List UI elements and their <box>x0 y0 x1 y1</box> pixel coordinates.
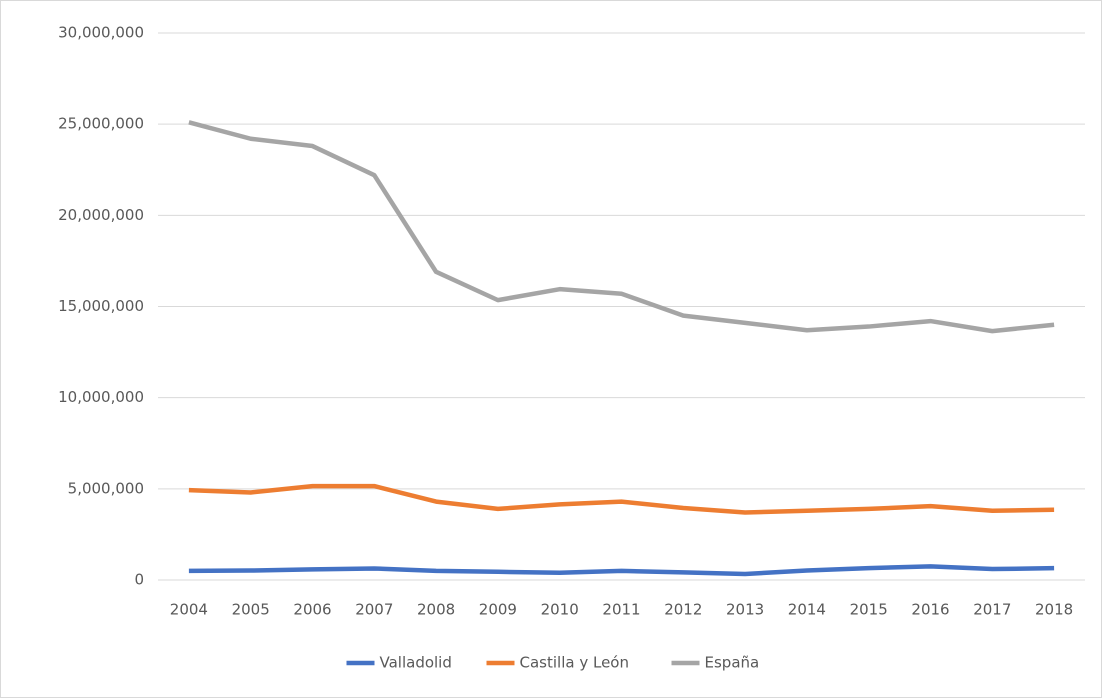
x-tick-label: 2012 <box>664 601 702 619</box>
y-tick-label: 30,000,000 <box>58 24 144 42</box>
y-tick-label: 10,000,000 <box>58 388 144 406</box>
x-tick-label: 2014 <box>788 601 826 619</box>
x-tick-label: 2017 <box>973 601 1011 619</box>
y-tick-label: 20,000,000 <box>58 206 144 224</box>
legend-label: España <box>705 654 760 672</box>
x-tick-label: 2007 <box>355 601 393 619</box>
y-tick-label: 25,000,000 <box>58 115 144 133</box>
x-tick-label: 2018 <box>1035 601 1073 619</box>
x-tick-label: 2009 <box>479 601 517 619</box>
x-tick-label: 2015 <box>850 601 888 619</box>
x-tick-label: 2008 <box>417 601 455 619</box>
y-tick-label: 15,000,000 <box>58 297 144 315</box>
x-tick-label: 2004 <box>170 601 208 619</box>
y-tick-label: 5,000,000 <box>68 479 144 497</box>
series-line <box>188 564 1055 577</box>
legend-label: Castilla y León <box>520 654 629 672</box>
x-tick-label: 2010 <box>541 601 579 619</box>
series-line <box>188 120 1055 334</box>
x-tick-label: 2011 <box>602 601 640 619</box>
x-tick-label: 2016 <box>911 601 949 619</box>
legend-label: Valladolid <box>380 654 452 672</box>
y-tick-label: 0 <box>134 571 144 589</box>
series-line <box>188 483 1055 515</box>
x-tick-label: 2005 <box>232 601 270 619</box>
x-tick-label: 2006 <box>293 601 331 619</box>
x-tick-label: 2013 <box>726 601 764 619</box>
